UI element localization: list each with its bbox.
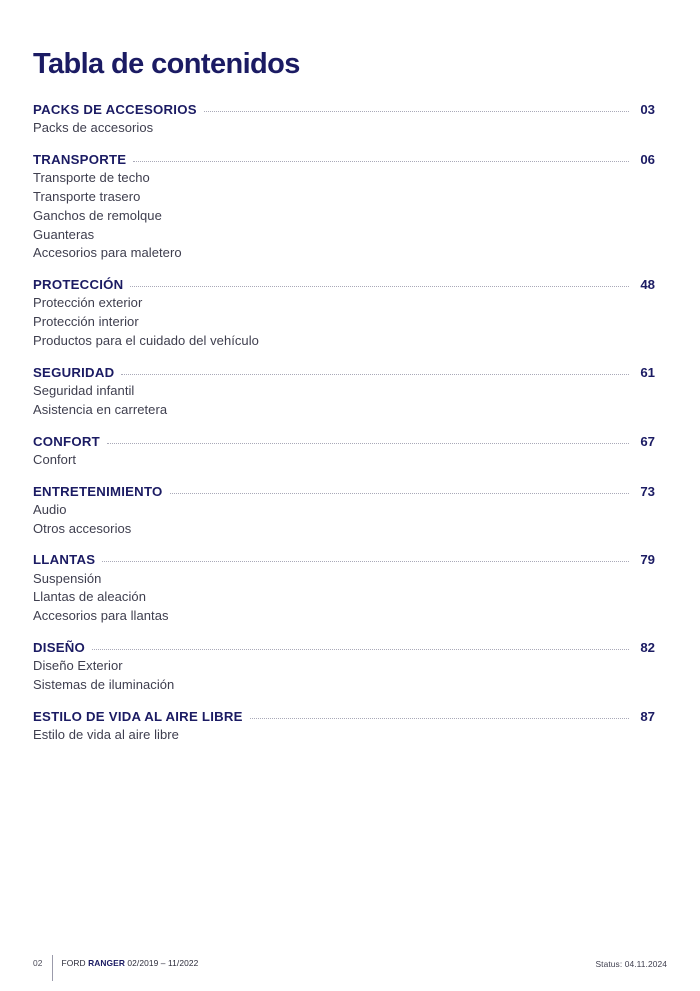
- footer-left-group: 02 FORD RANGER 02/2019 – 11/2022: [33, 955, 198, 981]
- toc-subitem[interactable]: Estilo de vida al aire libre: [33, 726, 179, 742]
- toc-entry-heading[interactable]: PACKS DE ACCESORIOS 03: [33, 103, 655, 119]
- toc-subitem[interactable]: Otros accesorios: [33, 520, 132, 536]
- toc-page-number: 06: [640, 152, 655, 167]
- toc-subitem[interactable]: Suspensión: [33, 570, 102, 586]
- toc-subitem[interactable]: Ganchos de remolque: [33, 207, 162, 223]
- toc-subitem[interactable]: Seguridad infantil: [33, 382, 135, 398]
- toc-heading-label: ESTILO DE VIDA AL AIRE LIBRE: [33, 708, 243, 724]
- toc-heading-label: TRANSPORTE: [33, 152, 127, 167]
- toc-page-number: 79: [640, 552, 655, 568]
- toc-subitem[interactable]: Sistemas de iluminación: [33, 676, 175, 692]
- footer-divider: [51, 955, 53, 981]
- toc-heading-label: LLANTAS: [33, 552, 96, 568]
- toc-group: CONFORT 67 Confort: [33, 433, 655, 470]
- footer-model-years: 02/2019 – 11/2022: [124, 958, 199, 968]
- toc-heading-label: CONFORT: [33, 433, 100, 449]
- page-title: Tabla de contenidos: [33, 48, 300, 80]
- toc-group: TRANSPORTE 06 Transporte de techo Transport…: [33, 153, 655, 263]
- toc-page-number: 82: [640, 639, 655, 655]
- toc-entry-heading[interactable]: ESTILO DE VIDA AL AIRE LIBRE 87: [33, 710, 655, 726]
- toc-subitem[interactable]: Productos para el cuidado del vehículo: [33, 332, 259, 348]
- toc-leader-dots: [106, 442, 629, 444]
- toc-subitem[interactable]: Protección exterior: [33, 295, 143, 311]
- toc-heading-label: SEGURIDAD: [33, 364, 115, 380]
- toc-entry-heading[interactable]: DISEÑO 82: [33, 641, 655, 657]
- toc-subitem[interactable]: Guanteras: [33, 226, 95, 242]
- toc-leader-dots: [249, 717, 629, 719]
- toc-group: PACKS DE ACCESORIOS 03 Packs de accesorios: [33, 103, 655, 138]
- toc-group: SEGURIDAD 61 Seguridad infantil Asistencia …: [33, 366, 655, 420]
- toc-leader-dots: [130, 286, 629, 288]
- toc-page-number: 67: [640, 433, 655, 449]
- toc-subitem[interactable]: Accesorios para llantas: [33, 608, 169, 624]
- toc-page-number: 48: [640, 277, 655, 293]
- toc-leader-dots: [203, 111, 629, 112]
- footer-brand: FORD: [61, 958, 89, 968]
- page-footer: 02 FORD RANGER 02/2019 – 11/2022 Status:…: [33, 955, 667, 981]
- toc-subitem[interactable]: Transporte de techo: [33, 170, 150, 186]
- toc-subitem[interactable]: Llantas de aleación: [33, 589, 146, 605]
- footer-model-line: FORD RANGER 02/2019 – 11/2022: [53, 955, 199, 981]
- toc-subitem[interactable]: Audio: [33, 501, 67, 517]
- toc-entry-heading[interactable]: LLANTAS 79: [33, 553, 655, 569]
- toc-heading-label: PROTECCIÓN: [33, 277, 124, 293]
- toc-heading-label: ENTRETENIMIENTO: [33, 483, 163, 499]
- toc-page-number: 61: [640, 364, 655, 380]
- toc-heading-label: DISEÑO: [33, 639, 86, 655]
- toc-entry-heading[interactable]: PROTECCIÓN 48: [33, 278, 655, 294]
- toc-entry-heading[interactable]: ENTRETENIMIENTO 73: [33, 483, 655, 501]
- toc-leader-dots: [121, 373, 629, 375]
- toc-subitem[interactable]: Accesorios para maletero: [33, 245, 182, 261]
- toc-subitem[interactable]: Asistencia en carretera: [33, 401, 168, 417]
- toc-group: ESTILO DE VIDA AL AIRE LIBRE 87 Estilo de …: [33, 710, 655, 745]
- toc-subitem[interactable]: Protección interior: [33, 314, 139, 330]
- toc-leader-dots: [102, 561, 629, 563]
- toc-entry-heading[interactable]: SEGURIDAD 61: [33, 366, 655, 382]
- footer-status: Status: 04.11.2024: [595, 959, 667, 969]
- toc-group: LLANTAS 79 Suspensión Llantas de aleación Ac…: [33, 553, 655, 626]
- footer-page-number: 02: [33, 958, 43, 968]
- toc-group: DISEÑO 82 Diseño Exterior Sistemas de ilumi…: [33, 641, 655, 695]
- footer-model-name: RANGER: [88, 958, 125, 968]
- toc-page-number: 87: [640, 708, 655, 724]
- toc-subitem[interactable]: Transporte trasero: [33, 189, 141, 204]
- toc-subitem[interactable]: Packs de accesorios: [33, 120, 154, 136]
- toc-entry-heading[interactable]: TRANSPORTE 06: [33, 153, 655, 169]
- toc-group: ENTRETENIMIENTO 73 Audio Otros accesorios: [33, 483, 655, 539]
- toc-page-number: 03: [640, 102, 655, 117]
- toc-entry-heading[interactable]: CONFORT 67: [33, 433, 655, 451]
- toc-leader-dots: [92, 648, 629, 650]
- toc-group: PROTECCIÓN 48 Protección exterior Protecció…: [33, 278, 655, 351]
- toc-subitem[interactable]: Diseño Exterior: [33, 658, 123, 674]
- toc-leader-dots: [169, 492, 629, 494]
- toc-page-number: 73: [640, 483, 655, 499]
- toc-heading-label: PACKS DE ACCESORIOS: [33, 102, 197, 117]
- toc-subitem[interactable]: Confort: [33, 451, 76, 467]
- toc-leader-dots: [133, 161, 629, 162]
- table-of-contents: PACKS DE ACCESORIOS 03 Packs de accesorios…: [33, 103, 655, 745]
